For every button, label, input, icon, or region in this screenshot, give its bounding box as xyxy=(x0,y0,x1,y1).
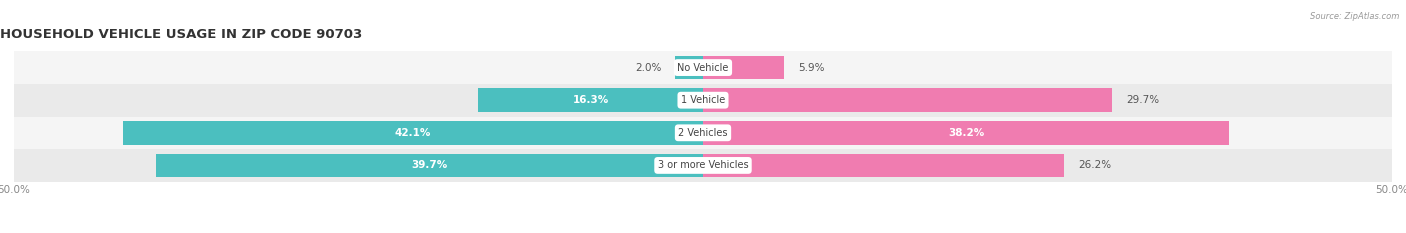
Bar xyxy=(703,121,1229,144)
Legend: Owner-occupied, Renter-occupied: Owner-occupied, Renter-occupied xyxy=(595,230,811,233)
Text: 29.7%: 29.7% xyxy=(1126,95,1159,105)
Text: 26.2%: 26.2% xyxy=(1078,161,1111,170)
Text: 3 or more Vehicles: 3 or more Vehicles xyxy=(658,161,748,170)
FancyBboxPatch shape xyxy=(14,84,1392,116)
Text: 39.7%: 39.7% xyxy=(412,161,447,170)
Text: 5.9%: 5.9% xyxy=(799,63,824,72)
FancyBboxPatch shape xyxy=(14,149,1392,182)
Text: 42.1%: 42.1% xyxy=(395,128,432,138)
Text: 38.2%: 38.2% xyxy=(948,128,984,138)
Bar xyxy=(122,121,703,144)
Bar xyxy=(478,89,703,112)
Bar xyxy=(156,154,703,177)
Text: HOUSEHOLD VEHICLE USAGE IN ZIP CODE 90703: HOUSEHOLD VEHICLE USAGE IN ZIP CODE 9070… xyxy=(0,28,363,41)
Text: 16.3%: 16.3% xyxy=(572,95,609,105)
Text: No Vehicle: No Vehicle xyxy=(678,63,728,72)
Bar xyxy=(703,89,1112,112)
Text: 2.0%: 2.0% xyxy=(636,63,662,72)
Bar xyxy=(675,56,703,79)
Bar xyxy=(703,56,785,79)
FancyBboxPatch shape xyxy=(14,51,1392,84)
Text: 1 Vehicle: 1 Vehicle xyxy=(681,95,725,105)
FancyBboxPatch shape xyxy=(14,116,1392,149)
Text: 2 Vehicles: 2 Vehicles xyxy=(678,128,728,138)
Text: Source: ZipAtlas.com: Source: ZipAtlas.com xyxy=(1309,12,1399,21)
Bar xyxy=(703,154,1064,177)
